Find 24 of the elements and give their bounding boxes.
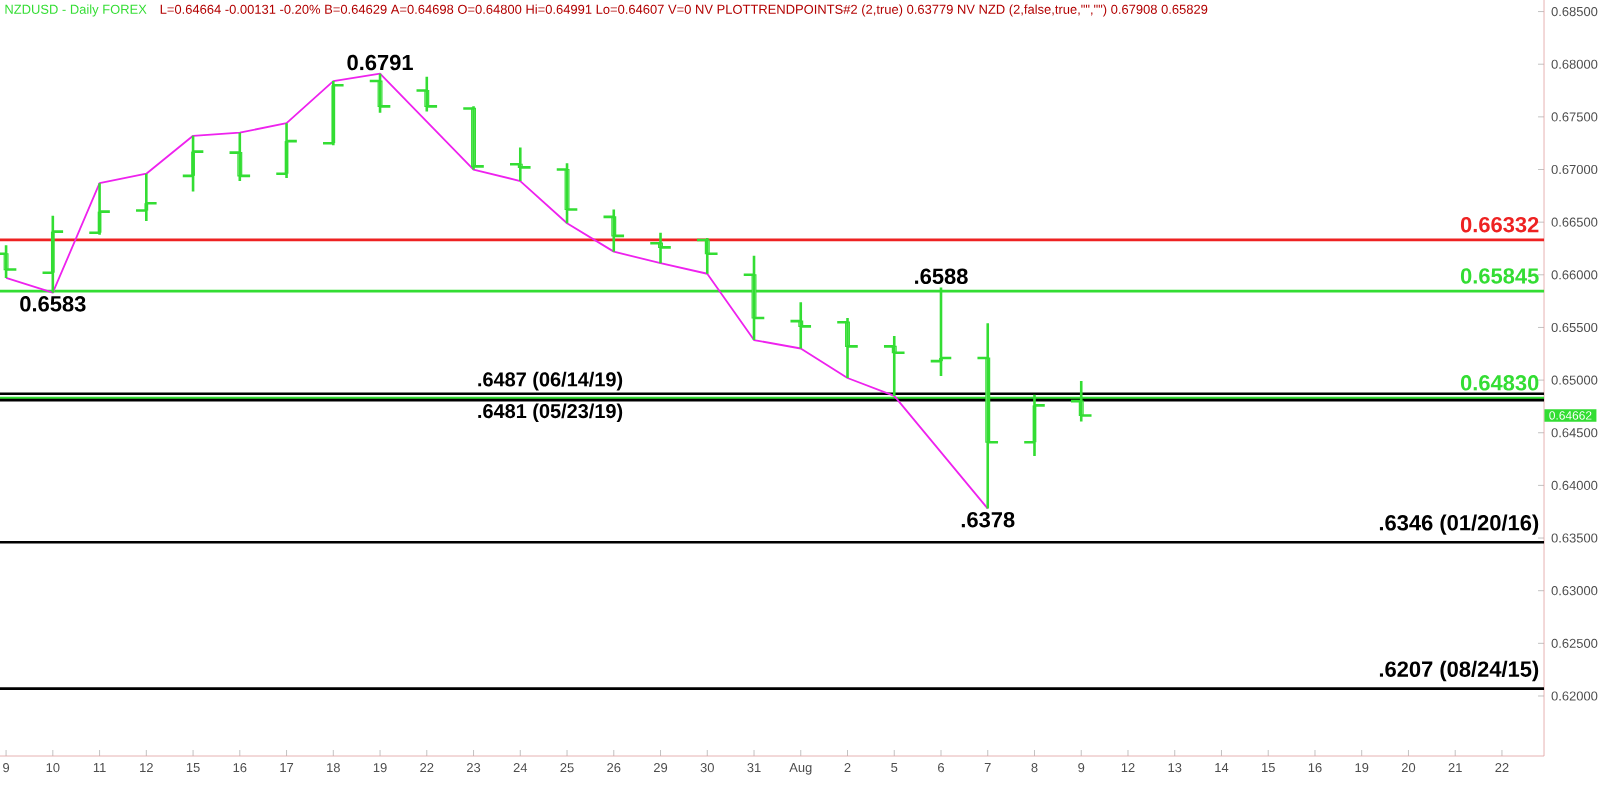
ref-line-label: 0.65845 xyxy=(1460,268,1539,284)
candlestick xyxy=(508,146,532,183)
candlestick xyxy=(602,208,626,253)
candlestick xyxy=(789,300,813,350)
candlestick xyxy=(228,131,252,183)
annotation: 0.6791 xyxy=(347,54,413,71)
annotation: .6378 xyxy=(961,511,1015,528)
annotation: .6481 (05/23/19) xyxy=(478,403,623,423)
line-series xyxy=(5,72,989,510)
ref-line-label: .6346 (01/20/16) xyxy=(1379,514,1539,535)
annotation: 0.6583 xyxy=(20,296,86,312)
ref-line-label: .6207 (08/24/15) xyxy=(1379,660,1539,682)
annotation: .6487 (06/14/19) xyxy=(478,371,623,391)
candlestick xyxy=(181,134,205,193)
candlestick xyxy=(415,75,439,113)
candlestick xyxy=(274,121,299,180)
candlestick xyxy=(555,161,579,225)
ref-line-label: 0.66332 xyxy=(1460,216,1539,233)
ref-line-label: 0.64830 xyxy=(1460,375,1539,391)
candlestick xyxy=(648,231,673,265)
candlestick xyxy=(835,316,860,380)
candlestick xyxy=(368,72,392,114)
candlestick xyxy=(134,172,158,223)
annotation: .6588 xyxy=(915,268,968,285)
